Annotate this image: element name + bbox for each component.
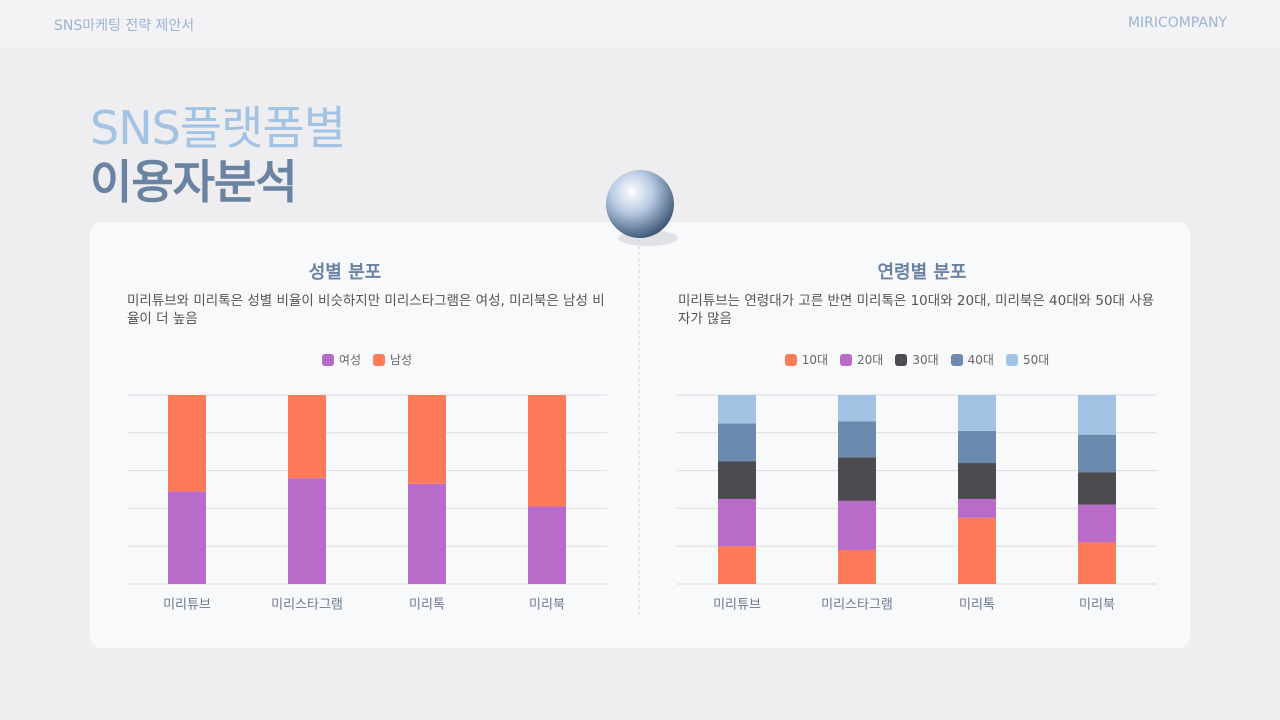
legend-swatch — [840, 354, 853, 366]
bar-segment — [718, 395, 756, 424]
bar-segment — [288, 478, 326, 584]
legend-swatch — [784, 354, 797, 366]
card — [90, 222, 1190, 648]
bar-segment — [1078, 472, 1116, 505]
legend-item: 여성 — [321, 351, 361, 368]
bar-segment — [1078, 504, 1116, 543]
bar-segment — [718, 546, 756, 584]
chart-title: 성별 분포 — [308, 262, 382, 283]
legend-item: 10대 — [784, 351, 829, 368]
legend-swatch — [895, 354, 908, 366]
bar-segment — [838, 549, 876, 584]
bar-segment — [718, 423, 756, 462]
bar-segment — [718, 498, 756, 547]
bar-segment — [1078, 395, 1116, 435]
legend-item: 50대 — [1005, 351, 1050, 368]
legend-item: 30대 — [895, 351, 939, 368]
bar-segment — [958, 395, 996, 431]
x-tick-label: 미리북 — [529, 598, 565, 613]
bar-segment — [408, 483, 446, 584]
bar-segment — [528, 395, 566, 507]
legend-label: 10대 — [801, 353, 829, 367]
bar-segment — [408, 395, 446, 484]
bar-segment — [958, 498, 996, 518]
x-tick-label: 미리스타그램 — [821, 598, 893, 613]
bar-segment — [718, 461, 756, 499]
legend-label: 남성 — [390, 353, 413, 367]
legend-item: 20대 — [840, 351, 883, 368]
x-tick-label: 미리톡 — [409, 598, 445, 613]
chart-title: 연령별 분포 — [877, 262, 967, 283]
sphere — [606, 170, 674, 238]
title-line2: 이용자분석 — [90, 155, 298, 209]
x-tick-label: 미리튜브 — [163, 598, 211, 613]
legend-label: 30대 — [912, 353, 939, 367]
bar-segment — [168, 395, 206, 492]
bar-segment — [838, 500, 876, 550]
bar-segment — [838, 421, 876, 458]
header-right: MIRICOMPANY — [1127, 15, 1227, 31]
header-bar — [0, 0, 1280, 48]
legend-label: 50대 — [1022, 353, 1050, 367]
legend-item: 40대 — [950, 351, 994, 368]
bar-segment — [838, 457, 876, 501]
legend-label: 20대 — [857, 353, 884, 367]
x-tick-label: 미리북 — [1079, 598, 1115, 613]
legend: 여성 남성 — [127, 351, 607, 368]
x-tick-label: 미리튜브 — [713, 598, 761, 613]
x-tick-label: 미리스타그램 — [271, 598, 343, 613]
x-tick-label: 미리톡 — [959, 598, 995, 613]
bar-segment — [288, 395, 326, 479]
bar-segment — [958, 463, 996, 499]
header-left: SNS마케팅 전략 제안서 — [54, 18, 195, 34]
chart-subtitle: 미리튜브와 미리톡은 성별 비율이 비슷하지만 미리스타그램은 여성, 미리북은… — [127, 293, 605, 327]
legend-swatch — [321, 354, 334, 366]
bar-segment — [168, 491, 206, 584]
bar-segment — [528, 506, 566, 584]
legend-swatch — [373, 354, 385, 366]
legend-label: 여성 — [338, 353, 361, 367]
bar-segment — [958, 430, 996, 464]
legend-label: 40대 — [967, 353, 994, 367]
bar-segment — [1078, 542, 1116, 584]
legend-item: 남성 — [373, 351, 412, 368]
legend: 10대 20대 30대 40대 50대 — [677, 351, 1157, 368]
chart-subtitle: 미리튜브는 연령대가 고른 반면 미리톡은 10대와 20대, 미리북은 40대… — [678, 293, 1155, 327]
bar-segment — [1078, 434, 1116, 473]
bar-segment — [958, 517, 996, 584]
legend-swatch — [1005, 354, 1018, 366]
bar-segment — [838, 395, 876, 422]
title-line1: SNS플랫폼별 — [90, 101, 346, 155]
legend-swatch — [950, 354, 963, 366]
